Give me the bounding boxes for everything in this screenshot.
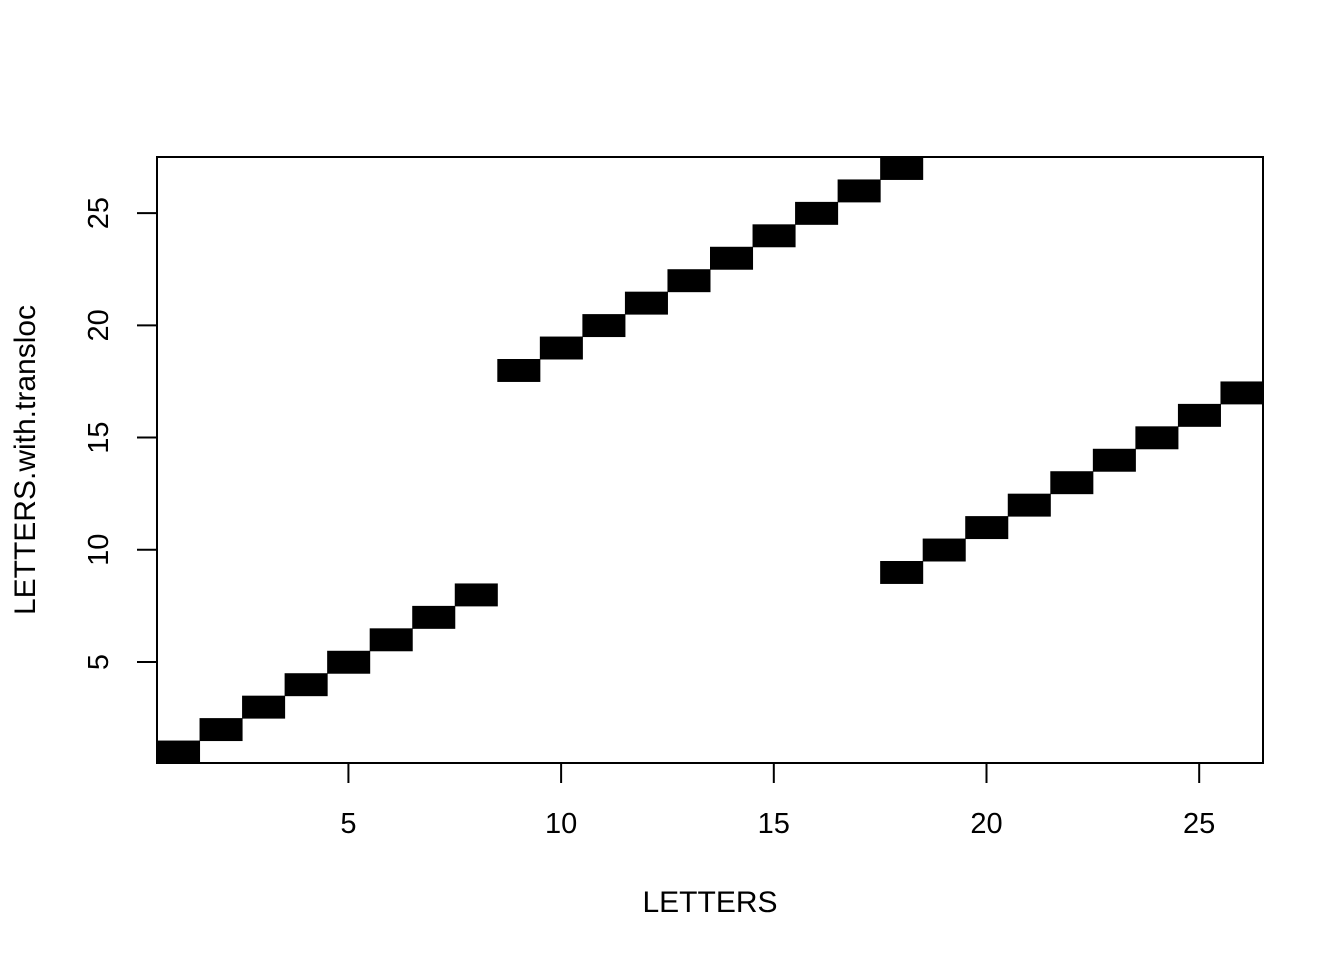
heatmap-cell [454,583,498,607]
heatmap-cell [624,291,668,315]
heatmap-cell [242,695,286,719]
x-axis-title: LETTERS [642,886,777,919]
heatmap-cell [284,673,328,697]
heatmap-cell [497,359,541,382]
y-axis-title: LETTERS.with.transloc [9,305,42,615]
heatmap-cell [199,718,243,742]
heatmap-cell [965,516,1009,540]
heatmap-cell [1050,471,1094,495]
y-axis: 5 10 15 20 25 [83,197,158,670]
heatmap-cell [752,224,796,248]
x-tick-label: 5 [340,808,356,840]
heatmap-cell [880,157,924,180]
heatmap-cell [667,269,711,293]
x-tick-label: 15 [758,808,790,840]
chart-cells [157,157,1264,764]
heatmap-cell [582,314,626,338]
heatmap-cell [412,605,456,629]
x-tick-label: 25 [1183,808,1215,840]
heatmap-cell [710,246,754,270]
y-tick-label: 20 [83,309,115,341]
heatmap-cell [1177,403,1221,427]
y-tick-label: 15 [83,421,115,453]
heatmap-cell [369,628,413,652]
heatmap-cell [1092,448,1136,472]
heatmap-cell [922,538,966,562]
y-tick-label: 10 [83,534,115,566]
x-tick-label: 10 [545,808,577,840]
heatmap-cell [539,336,583,360]
x-axis: 5 10 15 20 25 [340,762,1215,840]
y-tick-label: 5 [83,654,115,670]
heatmap-cell [880,561,924,584]
heatmap-cell [1220,381,1264,405]
y-tick-label: 25 [83,197,115,229]
heatmap-cell [157,740,201,764]
heatmap-cell [837,179,881,203]
x-tick-label: 20 [970,808,1002,840]
heatmap-cell [327,650,371,674]
heatmap-cell [1135,426,1179,450]
heatmap-cell [795,201,839,225]
heatmap-cell [1007,493,1051,517]
